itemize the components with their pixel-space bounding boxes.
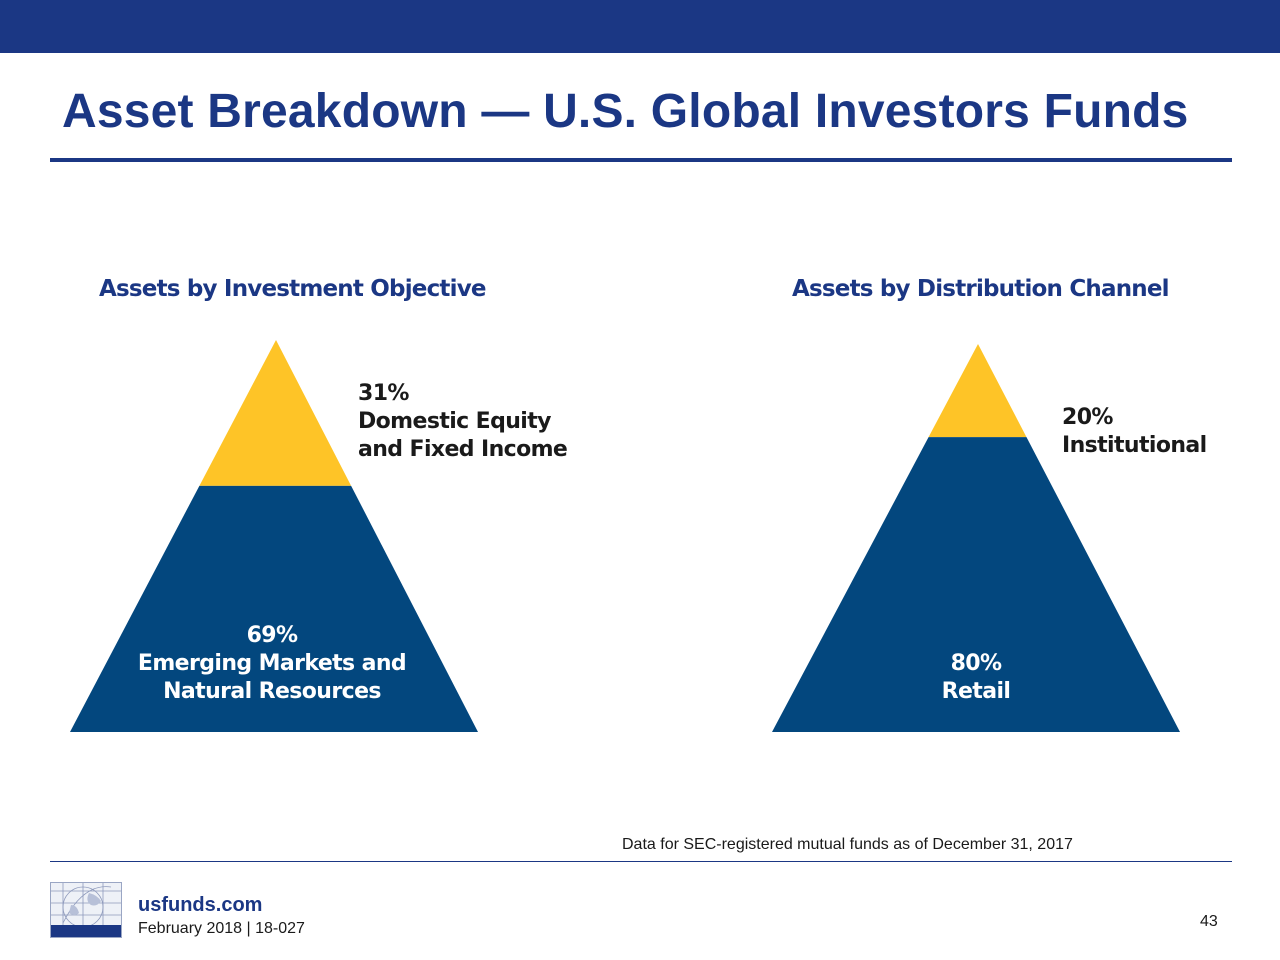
site-url: usfunds.com xyxy=(138,894,263,916)
segment-name-line: Emerging Markets and xyxy=(137,651,407,676)
segment-name-line: Natural Resources xyxy=(163,679,381,704)
pyramid-chart-investment-objective: Assets by Investment Objective 31% Domes… xyxy=(0,270,620,740)
chart-title: Assets by Distribution Channel xyxy=(792,276,1170,302)
title-divider xyxy=(50,158,1232,162)
pyramid-segment-bottom xyxy=(772,437,1180,732)
globe-logo xyxy=(50,882,122,938)
segment-value-label: 69% xyxy=(246,623,298,648)
pyramid-chart-distribution-channel: Assets by Distribution Channel 20% Insti… xyxy=(640,270,1260,740)
segment-value-label: 31% xyxy=(358,381,409,406)
segment-value-label: 80% xyxy=(950,651,1002,676)
pyramid-svg xyxy=(70,340,478,732)
segment-name-line: Institutional xyxy=(1062,433,1207,458)
logo-band xyxy=(51,925,121,937)
segment-label-top: 20% Institutional xyxy=(1062,404,1207,460)
data-footnote: Data for SEC-registered mutual funds as … xyxy=(622,836,1073,853)
segment-label-bottom: 69% Emerging Markets and Natural Resourc… xyxy=(124,622,420,706)
segment-name-line: Domestic Equity xyxy=(358,409,552,434)
page-title: Asset Breakdown — U.S. Global Investors … xyxy=(62,85,1189,138)
footer-divider xyxy=(50,861,1232,862)
chart-title: Assets by Investment Objective xyxy=(99,276,486,302)
pyramid-segment-top xyxy=(199,340,352,486)
segment-value-label: 20% xyxy=(1062,405,1113,430)
segment-name-line: and Fixed Income xyxy=(358,437,568,462)
pyramid-segment-bottom xyxy=(70,485,478,732)
pyramid-segment-top xyxy=(928,344,1027,438)
page-number: 43 xyxy=(1200,913,1218,930)
pyramid-svg xyxy=(772,344,1180,732)
footer-date: February 2018 | 18-027 xyxy=(138,920,305,937)
segment-label-bottom: 80% Retail xyxy=(876,650,1076,706)
segment-name-line: Retail xyxy=(941,679,1011,704)
globe-grid-icon xyxy=(51,883,121,928)
segment-label-top: 31% Domestic Equity and Fixed Income xyxy=(358,380,568,464)
top-bar xyxy=(0,0,1280,53)
